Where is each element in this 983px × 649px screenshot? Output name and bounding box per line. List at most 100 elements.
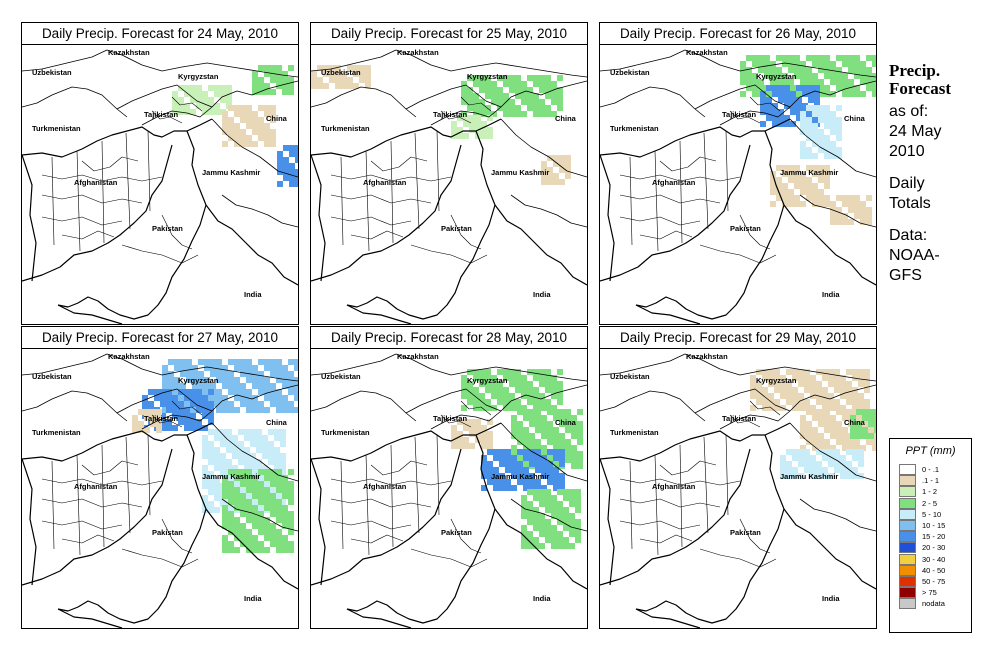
legend-label: 1 - 2 [922,487,938,497]
precip-cell [824,445,830,451]
precip-cell [802,103,808,109]
precip-cell [804,449,810,455]
precip-cell [553,179,559,185]
precip-cell [202,465,208,471]
precip-cell [842,415,848,421]
precip-cell [262,447,268,453]
label-kyrgyzstan: Kyrgyzstan [178,376,219,385]
label-kazakhstan: Kazakhstan [397,48,439,57]
precip-cell [812,415,818,421]
precip-cell [800,61,806,67]
precip-cell [559,461,565,467]
label-kyrgyzstan: Kyrgyzstan [467,376,508,385]
precip-cell [184,389,190,395]
forecast-panel-3: Daily Precip. Forecast for 26 May, 2010 [599,22,877,325]
precip-cell [818,85,824,91]
precip-cell [168,377,174,383]
precip-cell [830,79,836,85]
precip-cell [840,473,846,479]
precip-cell [473,75,479,81]
precip-cell [515,387,521,393]
precip-cell [842,409,848,415]
precip-cell [533,93,539,99]
precip-cell [184,425,190,431]
precip-cell [323,65,329,71]
precip-cell [571,463,577,469]
precip-cell [240,511,246,517]
precip-cell [467,75,473,81]
precip-cell [499,479,505,485]
precip-cell [186,359,192,365]
label-tajikistan: Tajikistan [144,110,178,119]
precip-cell [545,501,551,507]
precip-cell [467,93,473,99]
precip-cell [214,91,220,97]
label-uzbekistan: Uzbekistan [321,68,361,77]
precip-cell [814,115,820,121]
precip-cell [238,459,244,465]
precip-cell [557,381,563,387]
label-india: India [244,290,262,299]
precip-cell [527,105,533,111]
precip-cell [557,537,563,543]
precip-cell [226,429,232,435]
precip-cell [533,405,539,411]
precip-cell [541,179,547,185]
precip-cell [347,83,353,89]
precip-cell [234,547,240,553]
precip-cell [270,493,276,499]
precip-cell [818,111,824,117]
precip-cell [842,219,848,225]
precip-cell [347,65,353,71]
precip-cell [250,429,256,435]
panel-title: Daily Precip. Forecast for 26 May, 2010 [600,23,876,45]
precip-cell [535,455,541,461]
legend-swatch [899,575,916,587]
precip-cell [214,459,220,465]
precip-cell [800,421,806,427]
precip-cell [559,421,565,427]
precip-cell [214,483,220,489]
precip-cell [533,99,539,105]
precip-cell [854,195,860,201]
label-turkmenistan: Turkmenistan [32,428,81,437]
precip-cell [216,365,222,371]
precip-cell [196,389,202,395]
precip-cell [270,383,276,389]
precip-cell [353,65,359,71]
precip-cell [557,513,563,519]
precip-cell [264,123,270,129]
precip-cell [553,449,559,455]
precip-cell [487,479,493,485]
precip-cell [860,219,866,225]
precip-cell [824,141,830,147]
precip-cell [535,439,541,445]
precip-cell [818,439,824,445]
precip-cell [828,393,834,399]
precip-cell [796,115,802,121]
precip-cell [282,523,288,529]
precip-cell [258,523,264,529]
precip-cell [499,449,505,455]
precip-cell [521,87,527,93]
precip-cell [202,103,208,109]
label-turkmenistan: Turkmenistan [32,124,81,133]
precip-cell [521,381,527,387]
precip-cell [222,407,228,413]
precip-cell [523,479,529,485]
precip-cell [874,427,876,433]
precip-cell [515,93,521,99]
precip-cell [794,165,800,171]
precip-cell [288,371,294,377]
precip-cell [557,387,563,393]
precip-cell [264,517,270,523]
precip-cell [806,79,812,85]
precip-cell [172,109,178,115]
data-line2: NOAA- [889,247,940,264]
forecast-panel-1: Daily Precip. Forecast for 24 May, 2010 [21,22,299,325]
precip-cell [860,201,866,207]
precip-cell [246,469,252,475]
precip-cell [180,359,186,365]
precip-cell [192,365,198,371]
precip-cell [250,471,256,477]
